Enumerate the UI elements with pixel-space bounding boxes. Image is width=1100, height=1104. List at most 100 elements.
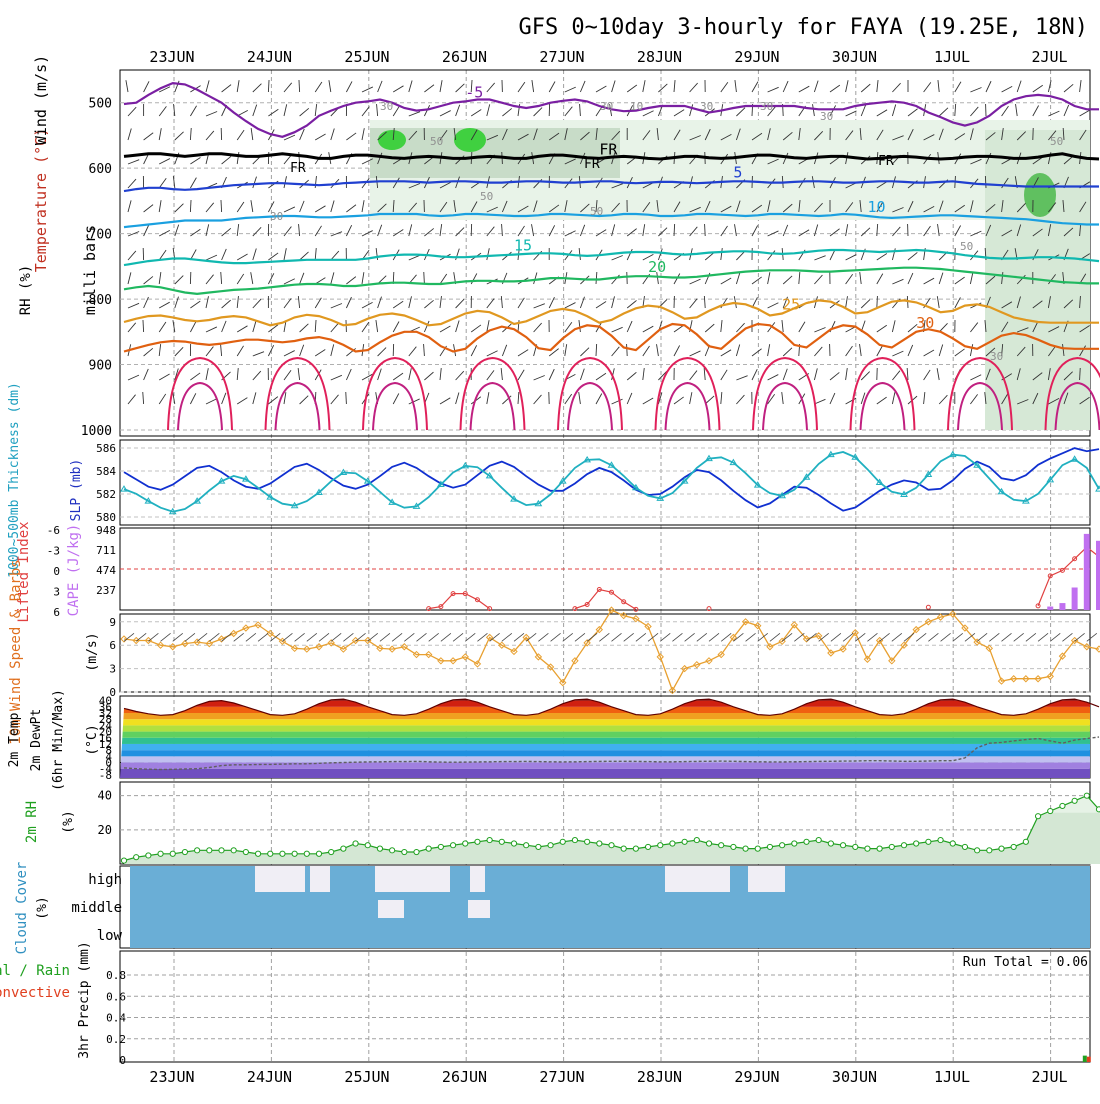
temp-band: [120, 725, 1090, 731]
date-label-top: 30JUN: [832, 48, 877, 66]
rh-marker: [816, 837, 821, 842]
rh-marker: [901, 843, 906, 848]
rh-marker: [585, 839, 590, 844]
rh-marker: [1023, 839, 1028, 844]
pressure-tick: 500: [89, 97, 112, 112]
temp-contour-label: 25: [782, 295, 800, 313]
li-tick: -3: [47, 545, 60, 558]
rh-marker: [731, 844, 736, 849]
rh-contour-label: 30: [270, 210, 283, 223]
cape-ylabel: CAPE (J/kg): [66, 524, 82, 617]
cape-tick: 237: [96, 584, 116, 597]
cloud-high: [748, 866, 785, 892]
date-label-top: 28JUN: [637, 48, 682, 66]
run-total: Run Total = 0.06: [963, 955, 1088, 970]
wind-tick: 6: [109, 639, 116, 652]
rh-marker: [1096, 807, 1100, 812]
rh-contour-label: 30: [760, 100, 773, 113]
cape-bar: [1059, 603, 1065, 610]
rh-marker: [499, 839, 504, 844]
cape-bar: [1047, 607, 1053, 610]
cloud-high: [665, 866, 730, 892]
cloud-tick: middle: [71, 900, 122, 916]
date-label-top: 29JUN: [734, 48, 779, 66]
rh-marker: [926, 839, 931, 844]
temp-tick-minor: 28: [99, 713, 112, 726]
rh-marker: [670, 841, 675, 846]
wind-barb: [627, 344, 628, 356]
chart-title: GFS 0~10day 3-hourly for FAYA (19.25E, 1…: [518, 15, 1088, 40]
temp-band: [120, 713, 1090, 719]
temp2m-unit: (°C): [85, 724, 100, 755]
cloud-tick: high: [88, 872, 122, 888]
rh-marker: [804, 839, 809, 844]
precip-tick: 0: [119, 1054, 126, 1067]
rh-marker: [694, 837, 699, 842]
temp-band: [120, 744, 1090, 750]
rh-marker: [402, 849, 407, 854]
date-label-top: 24JUN: [247, 48, 292, 66]
slp-ylabel: SLP (mb): [69, 459, 84, 522]
rh-marker: [792, 841, 797, 846]
wind-barb: [674, 224, 675, 236]
rh-marker: [950, 841, 955, 846]
wind-tick: 3: [109, 663, 116, 676]
rh-marker: [682, 839, 687, 844]
freezing-level-label: FR: [584, 157, 600, 172]
wind-barb: [221, 200, 222, 212]
rh-marker: [889, 844, 894, 849]
rh-marker: [1035, 814, 1040, 819]
cloud-high: [310, 866, 330, 892]
precip-bar: [1087, 1057, 1091, 1062]
rh-marker: [121, 858, 126, 863]
date-label-bottom: 27JUN: [539, 1068, 584, 1086]
rh-marker: [353, 841, 358, 846]
cloud-unit: (%): [35, 896, 50, 919]
wind-barb: [596, 344, 597, 356]
rh-marker: [146, 853, 151, 858]
date-label-top: 2JUL: [1031, 48, 1067, 66]
cape-bar: [1096, 541, 1100, 610]
wind-barb: [877, 296, 878, 308]
wind-barb: [424, 272, 425, 284]
rh-shade: [378, 130, 406, 150]
rh-marker: [341, 846, 346, 851]
cloud-tick: low: [97, 928, 123, 944]
cloud-high: [470, 866, 485, 892]
rh-marker: [426, 846, 431, 851]
rh-marker: [548, 843, 553, 848]
rh-marker: [633, 846, 638, 851]
rh-marker: [743, 846, 748, 851]
rh-marker: [390, 848, 395, 853]
rh-ylabel: 2m RH: [24, 801, 40, 843]
rh-marker: [231, 848, 236, 853]
rh-marker: [438, 844, 443, 849]
rh-contour-label: 50: [590, 205, 603, 218]
date-label-bottom: 23JUN: [149, 1068, 194, 1086]
wind-barb: [346, 392, 347, 404]
rh-marker: [268, 851, 273, 856]
freezing-level-label: FR: [290, 161, 306, 176]
cape-tick: 474: [96, 564, 116, 577]
rh-contour-label: 10: [630, 100, 643, 113]
pressure-tick: 900: [89, 359, 112, 374]
temp-tick-minor: 12: [99, 738, 112, 751]
rh-marker: [134, 855, 139, 860]
date-label-bottom: 29JUN: [734, 1068, 779, 1086]
rh-marker: [560, 839, 565, 844]
rh-shade: [1024, 173, 1056, 217]
cape-bar: [1072, 588, 1078, 610]
rh-marker: [767, 844, 772, 849]
li-tick: 6: [53, 606, 60, 619]
li-tick: -6: [47, 524, 60, 537]
cape-tick: 948: [96, 524, 116, 537]
rh-marker: [1048, 808, 1053, 813]
temp-band: [120, 769, 1090, 778]
rh-marker: [182, 849, 187, 854]
pressure-tick: 1000: [81, 424, 112, 439]
precip-bar: [1083, 1056, 1087, 1062]
cloud-middle: [388, 900, 404, 918]
rh-marker: [975, 848, 980, 853]
